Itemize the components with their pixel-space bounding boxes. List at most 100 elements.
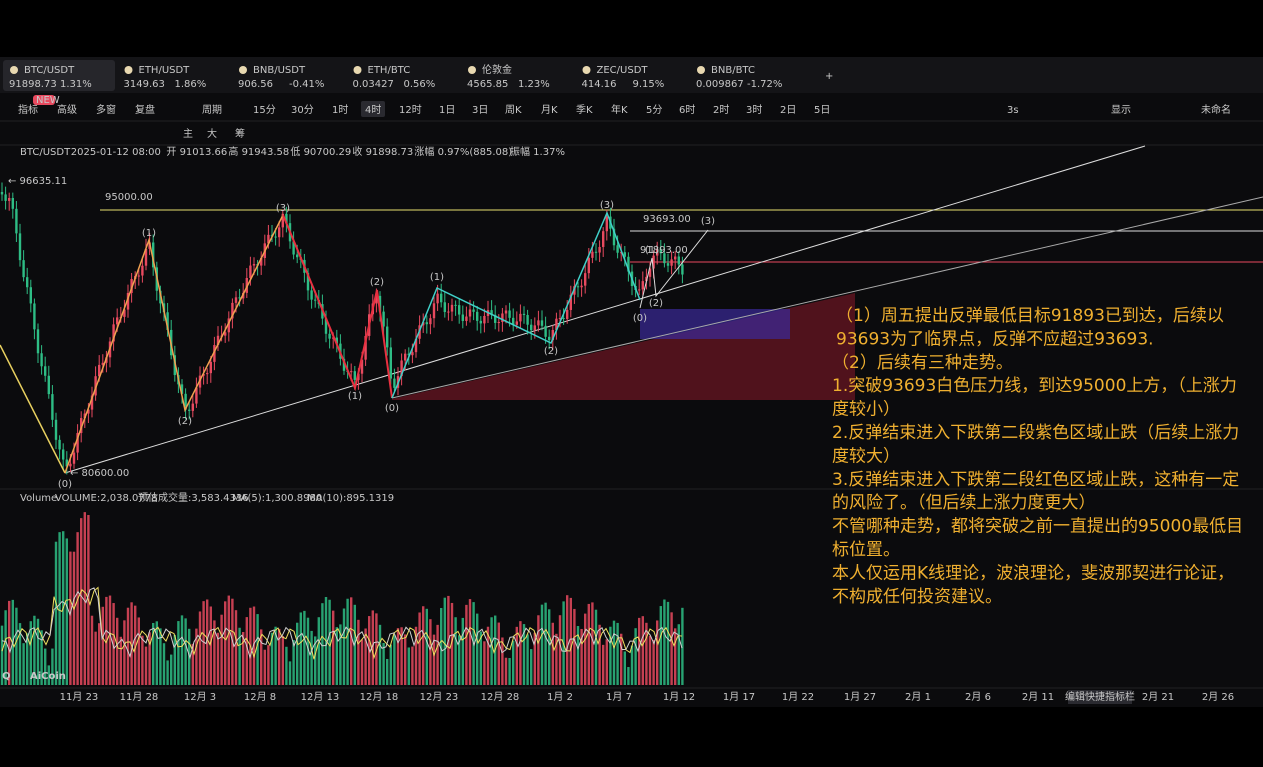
tab-change[interactable]: 0.56% (404, 79, 436, 90)
toolbar-item[interactable]: 年K (611, 103, 628, 116)
edit-button[interactable]: 编辑快捷指标栏 (1065, 690, 1135, 703)
tab-price[interactable]: 0.03427 (353, 79, 394, 90)
candle (90, 395, 94, 410)
volume-bar (468, 599, 472, 685)
tab-symbol[interactable]: 伦敦金 (482, 63, 512, 76)
volume-bar (674, 628, 677, 685)
tab-price[interactable]: 91898.73 (9, 79, 57, 90)
toolbar-item[interactable]: 5日 (814, 105, 830, 116)
toolbar-item[interactable]: 3日 (472, 105, 488, 116)
candle (389, 347, 392, 379)
candle (566, 309, 569, 319)
wave-label: (1) (430, 272, 444, 283)
candle (530, 324, 533, 331)
volume-bar (112, 603, 115, 685)
tool[interactable]: 主 (183, 128, 193, 140)
tab-symbol[interactable]: ZEC/USDT (597, 65, 649, 76)
tool[interactable]: 大 (207, 127, 217, 140)
toolbar-item[interactable]: 季K (576, 104, 593, 116)
wave-label: (1) (645, 245, 659, 256)
toolbar-item[interactable]: 月K (541, 104, 558, 116)
toolbar-item[interactable]: 周期 (202, 104, 222, 116)
toolbar-item[interactable]: 1日 (439, 105, 455, 116)
toolbar-item[interactable]: 复盘 (135, 103, 155, 116)
candle (404, 353, 407, 361)
tab-change[interactable]: 9.15% (633, 79, 665, 90)
tab-icon[interactable] (353, 66, 362, 74)
volume-bar (645, 622, 648, 685)
toolbar-item[interactable]: 周K (505, 104, 522, 116)
candle (627, 256, 630, 272)
tab-price[interactable]: 906.56 (238, 79, 273, 90)
toolbar-item[interactable]: 5分 (646, 104, 662, 116)
toolbar-item[interactable]: 2日 (780, 105, 796, 116)
toolbar-item[interactable]: 1时 (332, 104, 348, 116)
toolbar-item[interactable]: 4时 (365, 104, 381, 116)
tab-change[interactable]: 1.31% (60, 79, 92, 90)
volume-bar (429, 619, 432, 685)
tab-price[interactable]: 414.16 (582, 79, 617, 90)
toolbar-right[interactable]: 显示 (1111, 104, 1131, 116)
tool[interactable]: 筹 (235, 127, 245, 140)
tab-symbol[interactable]: ETH/USDT (139, 65, 191, 76)
toolbar-item[interactable]: 指标 (18, 103, 38, 116)
candle (598, 246, 601, 253)
candle (231, 302, 234, 319)
toolbar-right[interactable]: 未命名 (1201, 103, 1231, 116)
tab-icon[interactable] (582, 66, 591, 74)
toolbar-right[interactable]: 3s (1007, 105, 1019, 116)
volume-bar (666, 601, 670, 685)
tab-icon[interactable] (697, 66, 705, 74)
candle (184, 393, 187, 410)
volume-bar (252, 606, 256, 685)
toolbar-item[interactable]: 30分 (291, 104, 314, 116)
candle (191, 403, 194, 411)
tab-price[interactable]: 3149.63 (124, 79, 165, 90)
toolbar-item[interactable]: 15分 (253, 104, 276, 116)
tab-price[interactable]: 0.009867 (696, 79, 744, 90)
volume-bar (144, 646, 148, 685)
tab-symbol[interactable]: BNB/BTC (711, 65, 755, 76)
tab-icon[interactable] (239, 66, 247, 74)
candle (11, 197, 14, 209)
candle (378, 295, 382, 312)
date-label: 12月 13 (301, 691, 340, 703)
tab-symbol[interactable]: ETH/BTC (368, 65, 411, 76)
candle (22, 260, 25, 278)
candle (602, 231, 605, 247)
date-label: 2月 21 (1142, 691, 1174, 703)
toolbar-item[interactable]: 2时 (713, 104, 729, 116)
tab-change[interactable]: 1.23% (518, 79, 550, 90)
volume-bar (220, 614, 223, 685)
edit-bg[interactable] (1068, 690, 1132, 704)
volume-bar (587, 603, 590, 685)
tab-icon[interactable] (468, 66, 476, 74)
candle (591, 251, 594, 258)
tab-change[interactable]: -0.41% (289, 79, 324, 90)
tab-symbol[interactable]: BNB/USDT (253, 65, 306, 76)
annotation: （1）周五提出反弹最低目标91893已到达，后续以 (836, 306, 1224, 326)
tab-icon[interactable] (124, 66, 133, 74)
volume-bar (278, 628, 281, 685)
candle (422, 322, 425, 326)
volume-bar (490, 617, 493, 685)
candle (512, 317, 515, 325)
tab-change[interactable]: 1.86% (175, 79, 207, 90)
date-label: 11月 23 (60, 691, 99, 703)
volume-bar (378, 624, 382, 685)
toolbar-item[interactable]: 6时 (679, 104, 695, 116)
tab-change[interactable]: -1.72% (747, 79, 782, 90)
toolbar-item[interactable]: 12时 (399, 104, 422, 116)
add-tab[interactable]: + (825, 71, 833, 82)
annotation: 2.反弹结束进入下跌第二段紫色区域止跌（后续上涨力 (832, 423, 1239, 443)
tab-icon[interactable] (10, 66, 18, 74)
tab-symbol[interactable]: BTC/USDT (24, 65, 75, 76)
toolbar-item[interactable]: 高级 (57, 103, 77, 116)
toolbar-item[interactable]: 多窗 (96, 103, 116, 116)
wave-label: (2) (649, 298, 663, 309)
volume-bar (267, 645, 270, 685)
tab-price[interactable]: 4565.85 (467, 79, 508, 90)
candle (548, 336, 551, 341)
toolbar-item[interactable]: 3时 (746, 104, 762, 116)
candle (278, 227, 281, 238)
